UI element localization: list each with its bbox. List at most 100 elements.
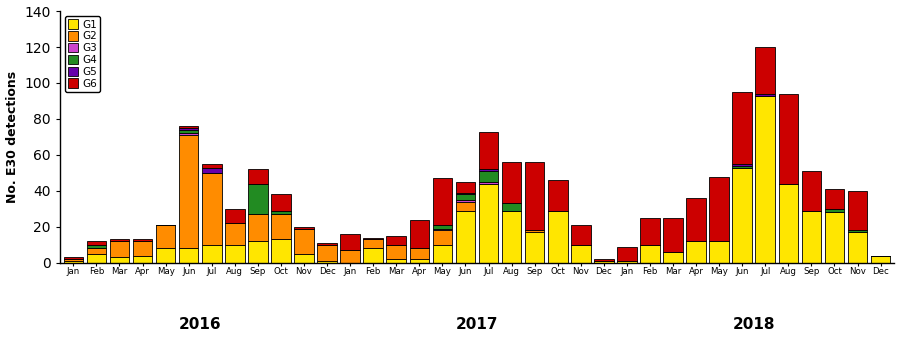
- Bar: [709, 177, 729, 241]
- Bar: [663, 252, 683, 263]
- Bar: [502, 204, 521, 211]
- Bar: [64, 257, 83, 259]
- Bar: [824, 213, 844, 263]
- Bar: [294, 229, 314, 254]
- Bar: [202, 173, 221, 245]
- Bar: [548, 211, 568, 263]
- Bar: [271, 214, 291, 239]
- Bar: [340, 234, 360, 250]
- Bar: [386, 245, 406, 259]
- Bar: [594, 259, 614, 261]
- Bar: [709, 241, 729, 263]
- Bar: [617, 247, 636, 261]
- Bar: [132, 239, 152, 241]
- Bar: [502, 211, 521, 263]
- Bar: [225, 223, 245, 245]
- Bar: [248, 241, 267, 263]
- Bar: [386, 236, 406, 245]
- Bar: [294, 227, 314, 229]
- Bar: [433, 245, 452, 263]
- Bar: [410, 259, 429, 263]
- Bar: [179, 135, 199, 248]
- Bar: [271, 211, 291, 214]
- Bar: [733, 168, 752, 263]
- Bar: [110, 241, 130, 257]
- Bar: [479, 171, 499, 182]
- Bar: [340, 250, 360, 263]
- Bar: [571, 225, 590, 245]
- Bar: [86, 245, 106, 248]
- Bar: [179, 130, 199, 133]
- Bar: [663, 218, 683, 252]
- Bar: [271, 239, 291, 263]
- Bar: [225, 209, 245, 223]
- Bar: [455, 193, 475, 195]
- Bar: [871, 256, 890, 263]
- Text: 2016: 2016: [179, 317, 221, 332]
- Bar: [778, 94, 798, 184]
- Bar: [802, 171, 821, 211]
- Bar: [733, 164, 752, 166]
- Bar: [433, 230, 452, 245]
- Bar: [318, 261, 337, 263]
- Bar: [455, 211, 475, 263]
- Bar: [479, 184, 499, 263]
- Bar: [433, 229, 452, 230]
- Bar: [479, 182, 499, 184]
- Bar: [364, 248, 383, 263]
- Bar: [479, 169, 499, 171]
- Bar: [86, 241, 106, 245]
- Bar: [525, 230, 544, 232]
- Bar: [294, 254, 314, 263]
- Bar: [455, 182, 475, 193]
- Bar: [156, 248, 176, 263]
- Bar: [179, 133, 199, 135]
- Bar: [110, 239, 130, 241]
- Bar: [755, 47, 775, 94]
- Bar: [687, 241, 706, 263]
- Bar: [525, 162, 544, 230]
- Bar: [778, 184, 798, 263]
- Bar: [824, 209, 844, 213]
- Bar: [687, 198, 706, 241]
- Bar: [455, 202, 475, 211]
- Bar: [364, 239, 383, 248]
- Bar: [848, 230, 868, 232]
- Bar: [271, 195, 291, 211]
- Bar: [132, 241, 152, 256]
- Bar: [455, 195, 475, 200]
- Bar: [433, 225, 452, 229]
- Bar: [318, 245, 337, 261]
- Bar: [548, 180, 568, 211]
- Bar: [594, 261, 614, 263]
- Bar: [202, 245, 221, 263]
- Bar: [86, 254, 106, 263]
- Bar: [640, 218, 660, 245]
- Bar: [179, 126, 199, 128]
- Bar: [802, 211, 821, 263]
- Bar: [179, 248, 199, 263]
- Bar: [733, 92, 752, 164]
- Bar: [848, 191, 868, 230]
- Text: 2017: 2017: [455, 317, 499, 332]
- Bar: [733, 166, 752, 168]
- Bar: [364, 238, 383, 239]
- Bar: [248, 184, 267, 214]
- Bar: [617, 261, 636, 263]
- Bar: [755, 96, 775, 263]
- Bar: [179, 128, 199, 130]
- Bar: [755, 94, 775, 96]
- Text: 2018: 2018: [733, 317, 775, 332]
- Bar: [86, 248, 106, 254]
- Bar: [225, 245, 245, 263]
- Bar: [410, 248, 429, 259]
- Bar: [202, 164, 221, 168]
- Bar: [455, 200, 475, 202]
- Bar: [156, 225, 176, 248]
- Bar: [502, 162, 521, 204]
- Y-axis label: No. E30 detections: No. E30 detections: [5, 71, 19, 203]
- Bar: [640, 245, 660, 263]
- Bar: [64, 261, 83, 263]
- Bar: [479, 131, 499, 169]
- Bar: [433, 178, 452, 225]
